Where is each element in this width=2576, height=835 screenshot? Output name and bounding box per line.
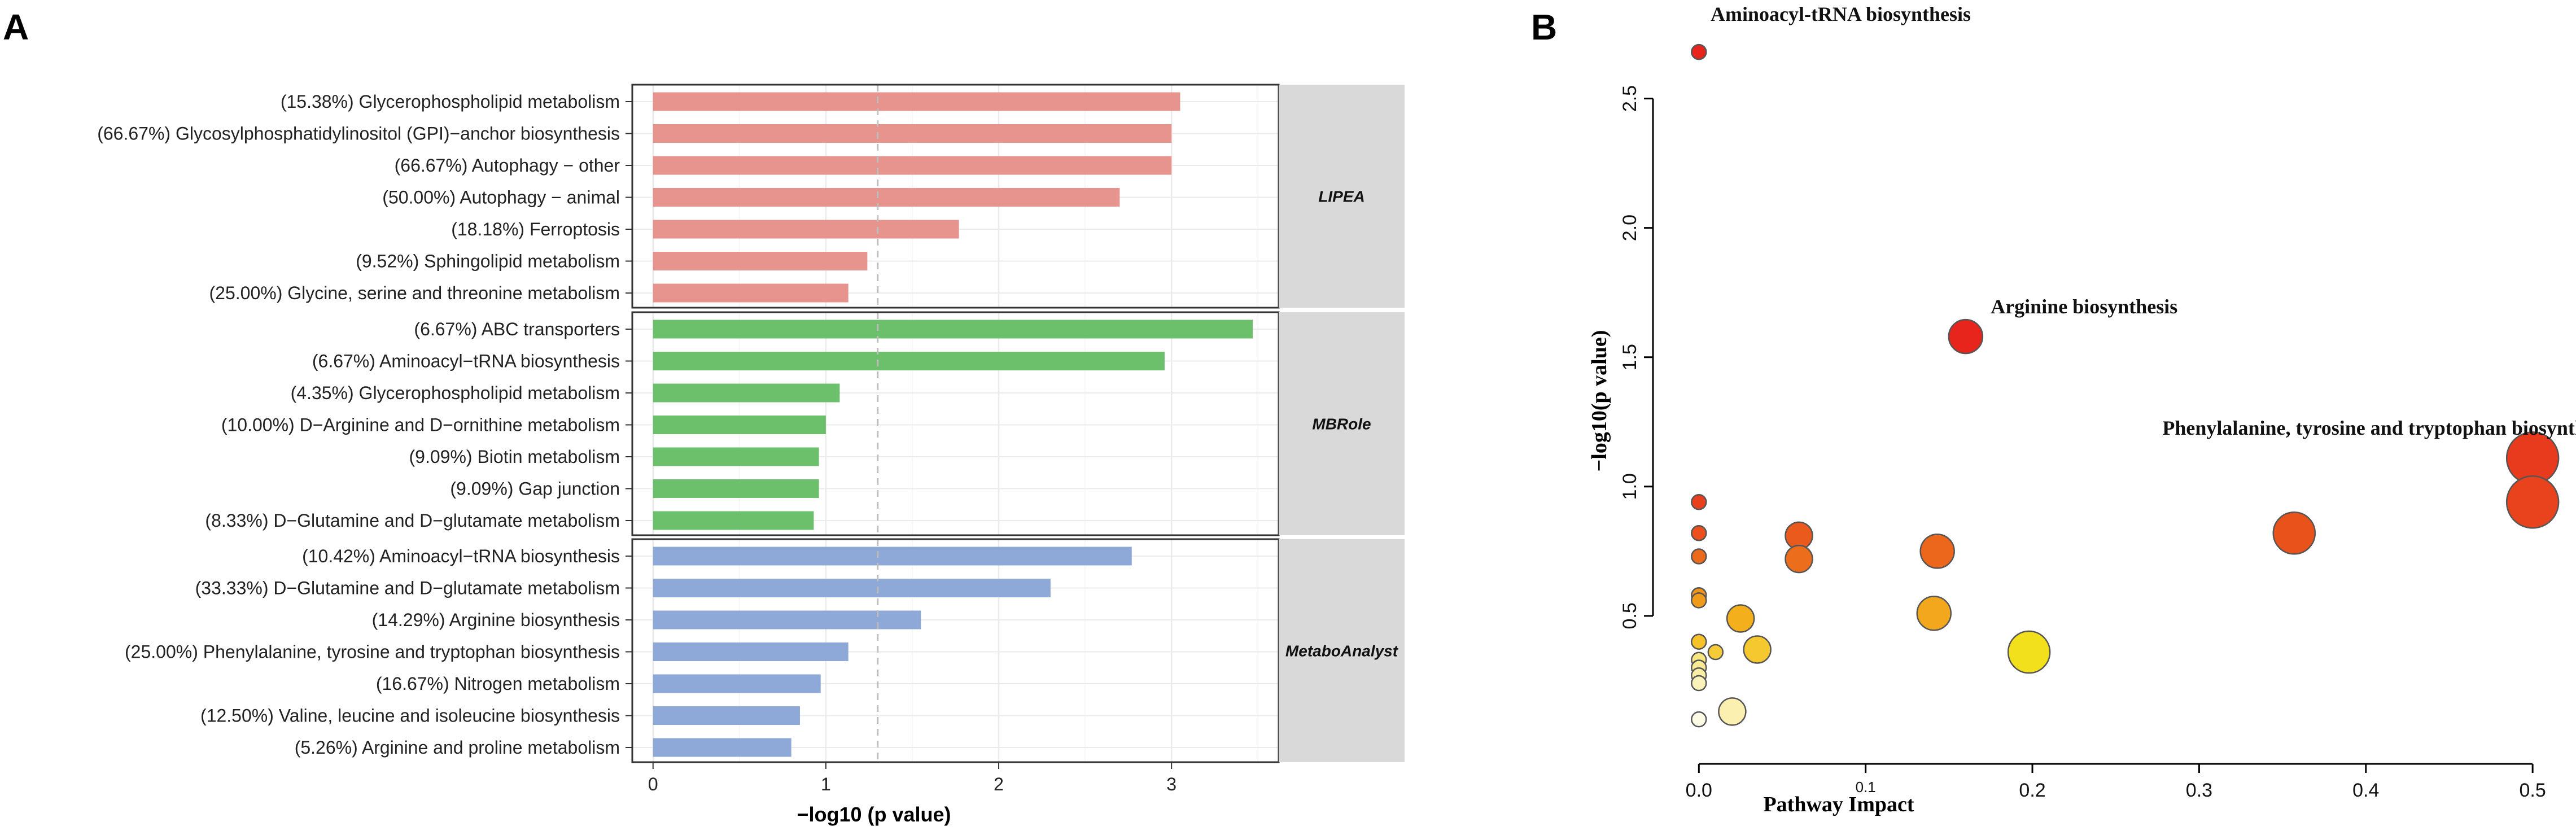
- scatter-point: [1743, 635, 1772, 664]
- bar: [653, 124, 1172, 143]
- category-label: (25.00%) Phenylalanine, tyrosine and try…: [125, 642, 620, 662]
- facet-strip-label: MetaboAnalyst: [1285, 642, 1399, 660]
- bar: [653, 252, 868, 270]
- bar: [653, 642, 849, 661]
- category-label: (4.35%) Glycerophospholipid metabolism: [291, 383, 620, 403]
- category-label: (9.52%) Sphingolipid metabolism: [356, 251, 620, 272]
- y-tick-label: 0.5: [1619, 602, 1641, 629]
- category-label: (8.33%) D−Glutamine and D−glutamate meta…: [205, 510, 620, 531]
- panel-a-letter: A: [3, 7, 29, 47]
- scatter-point: [1785, 544, 1813, 574]
- panel-b-letter: B: [1531, 7, 1557, 47]
- bar: [653, 738, 791, 757]
- scatter-point: [1919, 534, 1955, 569]
- bar-chart-xlabel: −log10 (p value): [797, 803, 951, 826]
- scatter-point: [1691, 548, 1707, 565]
- y-tick-label: 2.5: [1619, 85, 1641, 112]
- category-label: (50.00%) Autophagy − animal: [382, 187, 620, 208]
- category-label: (12.50%) Valine, leucine and isoleucine …: [200, 706, 620, 726]
- category-label: (6.67%) ABC transporters: [414, 319, 620, 339]
- bar: [653, 547, 1132, 566]
- scatter-point: [2272, 512, 2316, 555]
- scatter-point: [1718, 697, 1747, 726]
- facet-strip: [1279, 539, 1405, 762]
- x-tick-label: 2: [994, 774, 1004, 794]
- point-annotation: Arginine biosynthesis: [1991, 295, 2177, 318]
- category-label: (66.67%) Glycosylphosphatidylinositol (G…: [97, 124, 620, 144]
- bar: [653, 447, 819, 466]
- scatter-point: [1707, 644, 1724, 661]
- category-label: (9.09%) Gap junction: [450, 479, 620, 499]
- point-annotation: Aminoacyl-tRNA biosynthesis: [1711, 3, 1971, 25]
- bar: [653, 220, 959, 239]
- x-tick-label: 0.0: [1686, 780, 1712, 801]
- category-label: (16.67%) Nitrogen metabolism: [376, 674, 620, 694]
- bar: [653, 610, 921, 629]
- panel-a-bar-chart: (15.38%) Glycerophospholipid metabolism (…: [97, 84, 1405, 794]
- bar: [653, 188, 1120, 207]
- bar: [653, 383, 840, 403]
- category-label: (10.42%) Aminoacyl−tRNA biosynthesis: [302, 546, 620, 566]
- bar: [653, 416, 826, 434]
- scatter-point: [2007, 630, 2051, 674]
- bar: [653, 320, 1253, 339]
- bar: [653, 92, 1180, 111]
- bubble-chart-ylabel: −log10(p value): [1587, 330, 1611, 472]
- x-tick-label: 0.1: [1856, 779, 1876, 795]
- category-label: (14.29%) Arginine biosynthesis: [372, 610, 620, 630]
- x-tick-label: 0.4: [2352, 780, 2379, 801]
- category-label: (15.38%) Glycerophospholipid metabolism: [281, 91, 620, 112]
- panel-b-bubble-chart: 0.5 1.0 1.5 2.0 2.5 0.0 0.1 0.2 0.3 0.4 0.5 Aminoac…: [1619, 3, 2576, 801]
- facet-strip-label: MBRole: [1312, 416, 1371, 433]
- scatter-point: [1691, 711, 1707, 728]
- category-label: (10.00%) D−Arginine and D−ornithine meta…: [221, 415, 620, 435]
- scatter-point: [1948, 318, 1984, 355]
- bar: [653, 479, 819, 498]
- category-label: (6.67%) Aminoacyl−tRNA biosynthesis: [312, 351, 620, 371]
- bar: [653, 706, 800, 725]
- facet-strip: [1279, 85, 1405, 308]
- bar: [653, 511, 814, 530]
- x-tick-label: 1: [821, 774, 831, 794]
- x-tick-label: 0.3: [2186, 780, 2212, 801]
- y-tick-label: 1.5: [1619, 344, 1641, 370]
- scatter-point: [2505, 475, 2560, 529]
- bar: [653, 283, 849, 303]
- point-annotation: Phenylalanine, tyrosine and tryptophan b…: [2162, 417, 2576, 439]
- scatter-point: [1691, 675, 1707, 692]
- scatter-point: [1726, 604, 1755, 633]
- category-label: (25.00%) Glycine, serine and threonine m…: [209, 283, 620, 303]
- bar: [653, 156, 1172, 175]
- category-label: (18.18%) Ferroptosis: [451, 219, 620, 239]
- y-tick-label: 2.0: [1619, 215, 1641, 241]
- bar: [653, 579, 1051, 597]
- x-tick-label: 0.2: [2019, 780, 2045, 801]
- facet-strip-label: LIPEA: [1318, 188, 1364, 206]
- y-tick-label: 1.0: [1619, 473, 1641, 500]
- bar: [653, 674, 821, 693]
- category-label: (66.67%) Autophagy − other: [395, 155, 620, 176]
- facet-strip: [1279, 312, 1405, 535]
- bubble-chart-xlabel: Pathway Impact: [1763, 793, 1914, 816]
- scatter-point: [1691, 525, 1707, 541]
- category-label: (33.33%) D−Glutamine and D−glutamate met…: [195, 578, 620, 598]
- bar: [653, 352, 1165, 370]
- x-tick-label: 0: [648, 774, 658, 794]
- category-label: (5.26%) Arginine and proline metabolism: [295, 737, 620, 758]
- scatter-point: [1691, 633, 1707, 650]
- scatter-point: [1691, 494, 1707, 510]
- scatter-point: [1916, 596, 1952, 631]
- scatter-point: [1691, 592, 1707, 609]
- scatter-point: [1691, 43, 1707, 60]
- x-tick-label: 0.5: [2520, 780, 2546, 801]
- category-label: (9.09%) Biotin metabolism: [409, 447, 620, 467]
- x-tick-label: 3: [1166, 774, 1177, 794]
